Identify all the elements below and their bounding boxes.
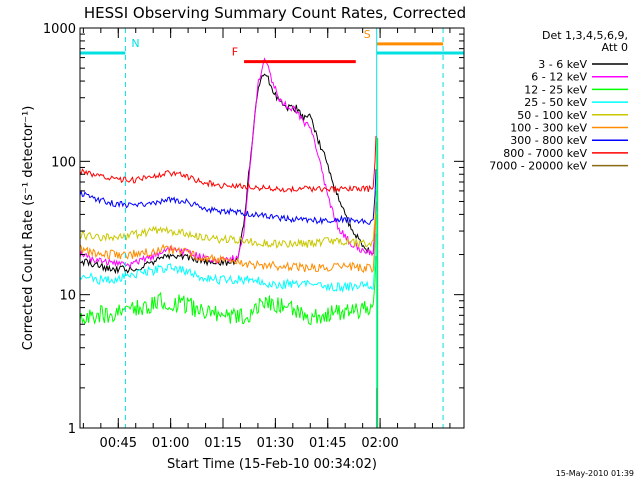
footer-date: 15-May-2010 01:39: [556, 469, 634, 478]
x-tick-label: 00:45: [100, 436, 137, 451]
series-line-3: [79, 255, 377, 326]
x-tick-label: 01:30: [257, 436, 294, 451]
legend-label-4: 25 - 50 keV: [524, 96, 587, 109]
x-tick-label: 02:00: [361, 436, 398, 451]
x-tick-label: 01:00: [152, 436, 189, 451]
legend-label-2: 6 - 12 keV: [531, 71, 587, 84]
series-lines: [79, 57, 379, 428]
y-tick-label: 10: [59, 289, 76, 304]
series-line-6: [79, 214, 377, 274]
annotation-label-night: N: [131, 37, 139, 50]
chart-title: HESSI Observing Summary Count Rates, Cor…: [84, 4, 466, 22]
series-line-7: [79, 169, 377, 226]
legend-label-3: 12 - 25 keV: [524, 83, 587, 96]
legend-label-9: 7000 - 20000 keV: [489, 160, 587, 173]
series-line-4: [79, 233, 377, 294]
plot-frame: [79, 27, 465, 429]
series-line-1: [79, 73, 377, 275]
annotation-label-flare: F: [232, 46, 238, 59]
legend-header-line-1: Det 1,3,4,5,6,9,: [542, 29, 628, 42]
legend-header-line-2: Att 0: [602, 41, 628, 54]
legend-label-8: 800 - 7000 keV: [503, 147, 587, 160]
series-line-5: [79, 190, 377, 249]
legend-label-5: 50 - 100 keV: [517, 109, 587, 122]
x-axis-ticks: 00:45 01:00 01:15 01:30 01:45 02:00: [82, 28, 451, 451]
y-tick-label: 100: [51, 155, 76, 170]
annotation-label-saa: S: [364, 28, 371, 41]
legend-label-6: 100 - 300 keV: [510, 122, 587, 135]
legend-label-1: 3 - 6 keV: [538, 58, 587, 71]
y-tick-label: 1: [68, 422, 76, 437]
y-axis-ticks: 1 10 100 1000: [43, 22, 464, 437]
y-axis-label: Corrected Count Rate (s⁻¹ detector⁻¹): [21, 106, 36, 351]
legend-label-7: 300 - 800 keV: [510, 134, 587, 147]
x-tick-label: 01:45: [309, 436, 346, 451]
y-tick-label: 1000: [43, 22, 76, 37]
series-line-8: [79, 135, 377, 194]
x-axis-label: Start Time (15-Feb-10 00:34:02): [167, 457, 377, 472]
x-tick-label: 01:15: [204, 436, 241, 451]
